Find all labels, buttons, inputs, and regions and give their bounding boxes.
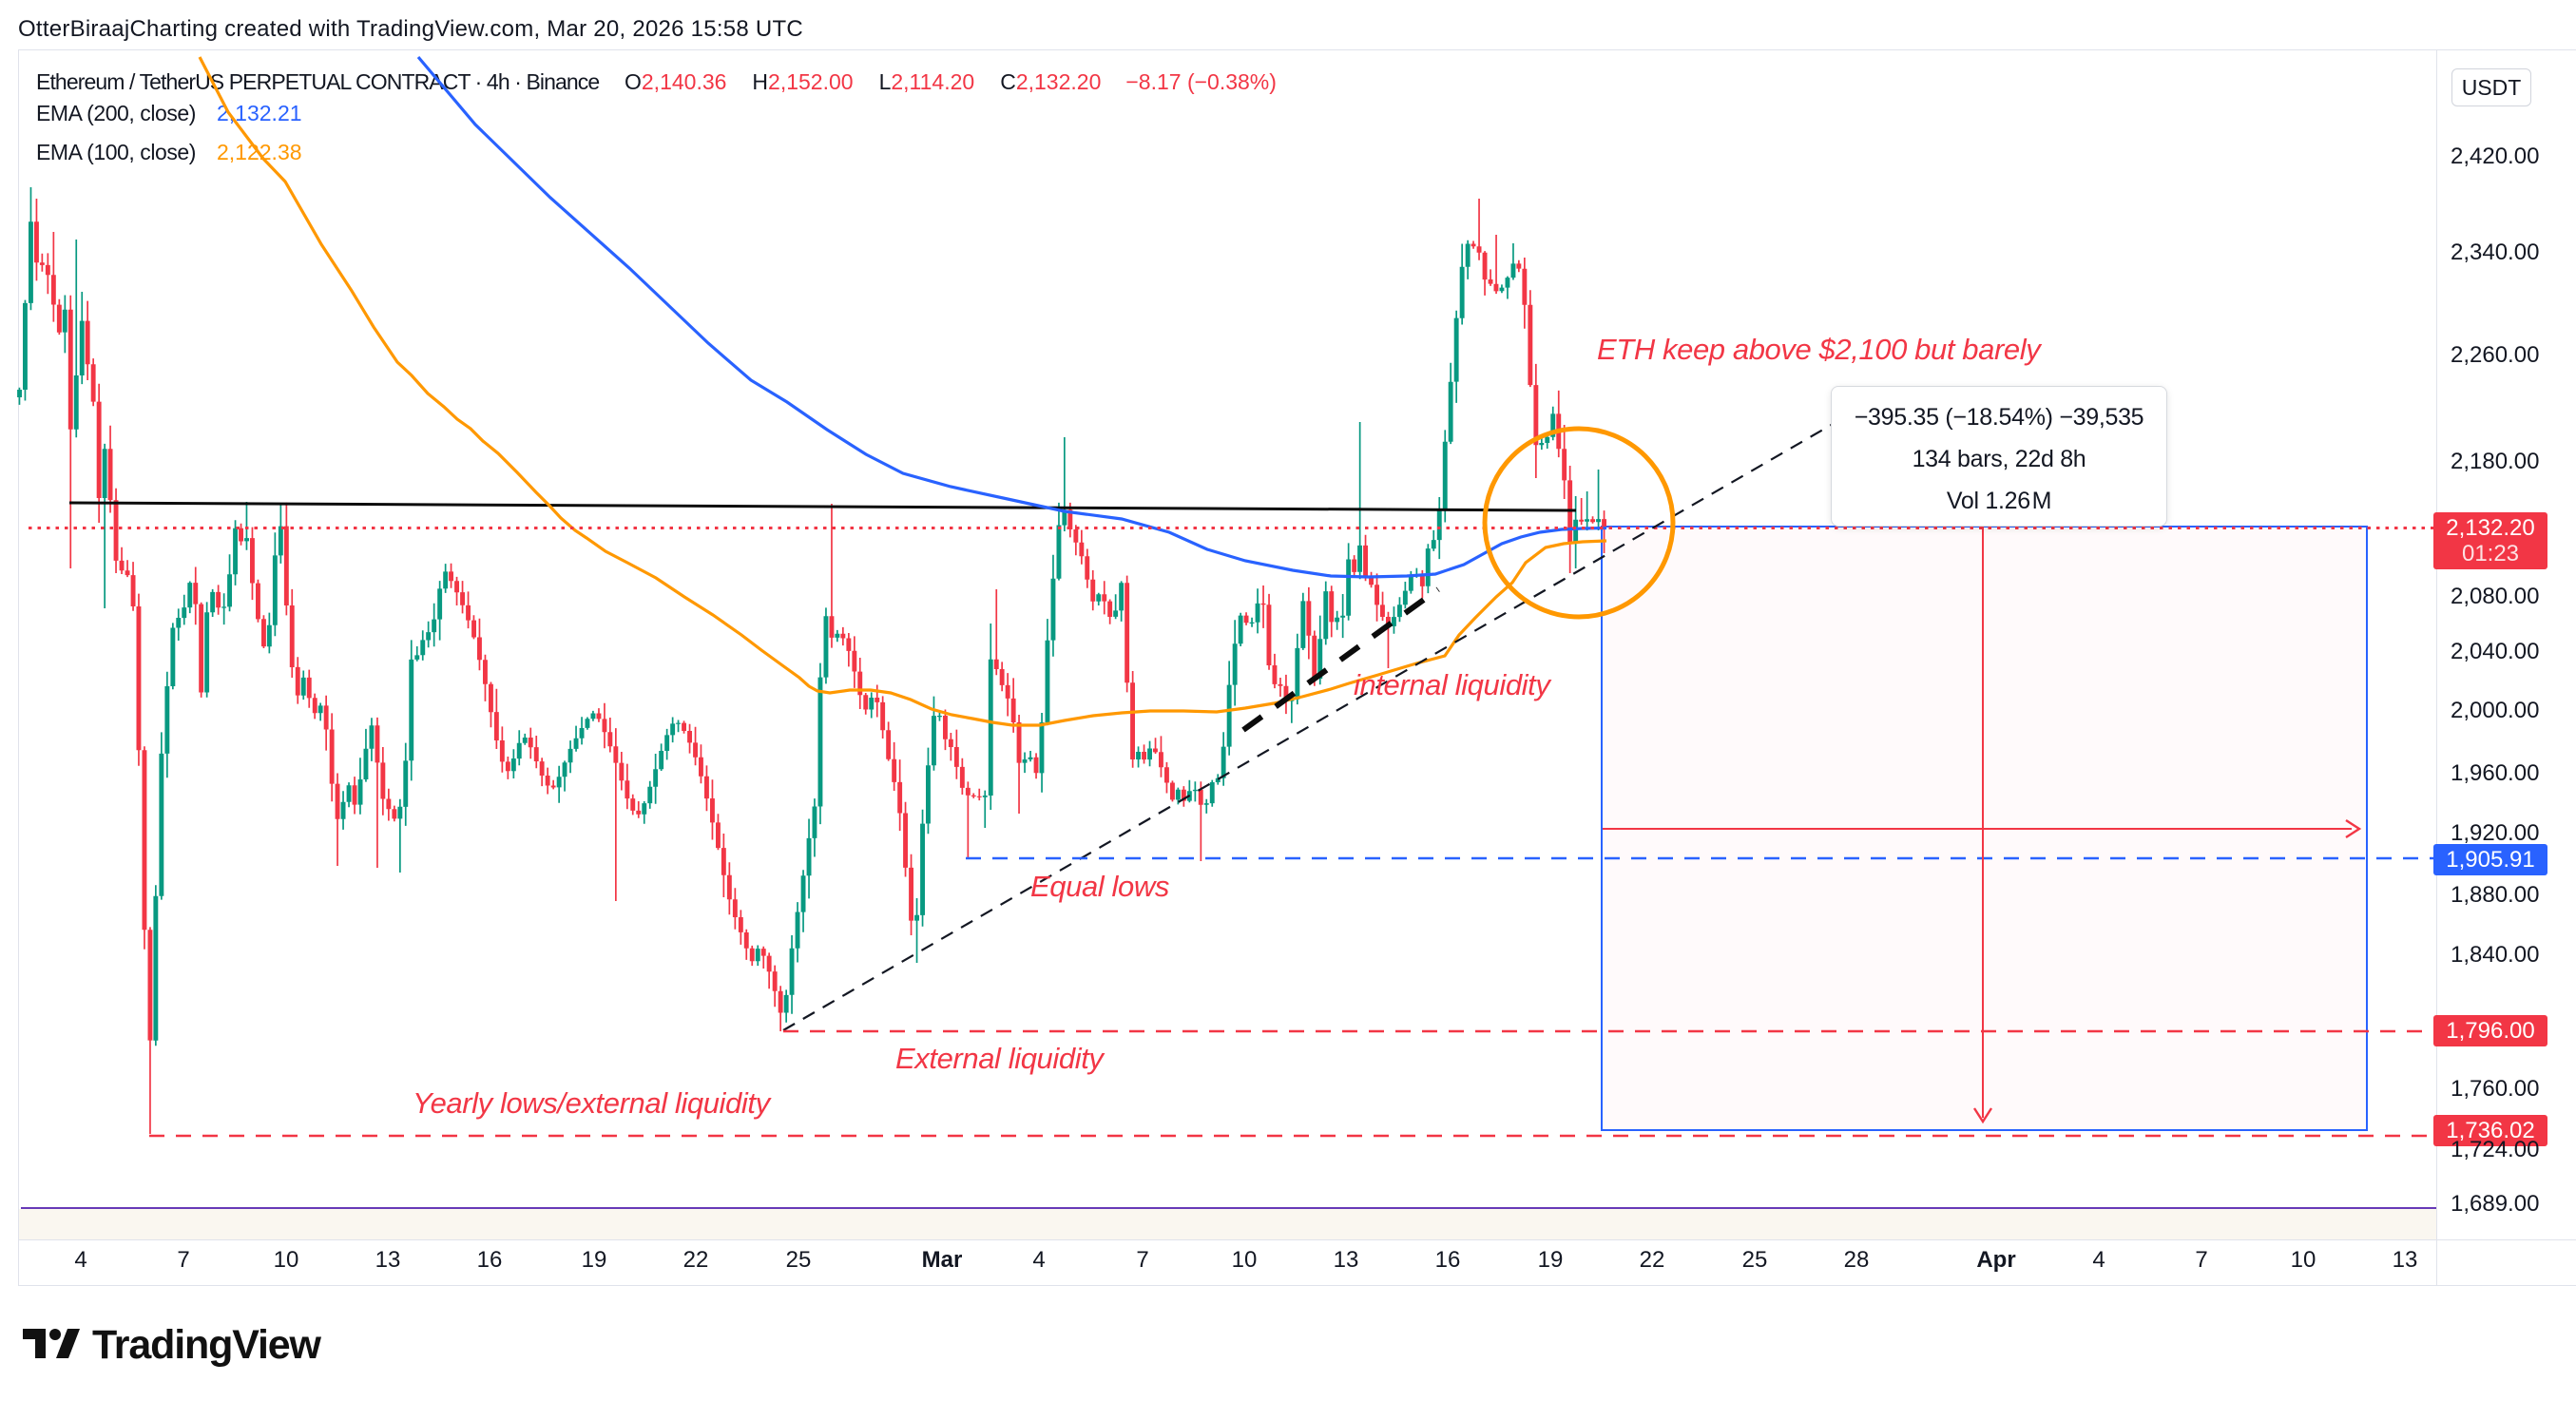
svg-text:TradingView: TradingView xyxy=(92,1327,322,1368)
